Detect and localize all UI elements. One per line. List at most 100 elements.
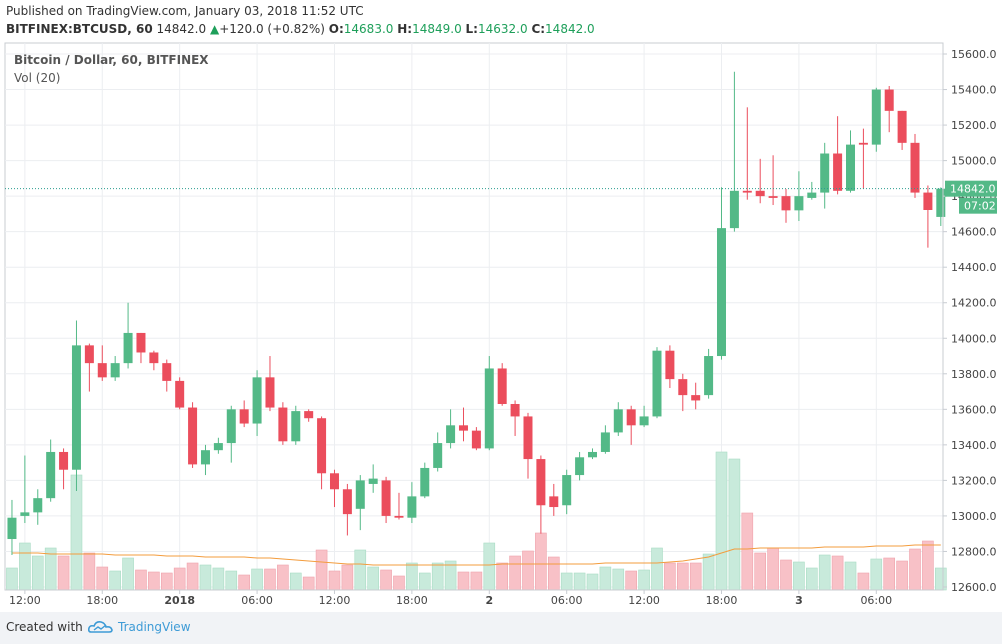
candle-body [458,425,468,431]
candle-body [317,418,327,474]
volume-bar [225,570,238,591]
candle-body [768,196,778,198]
volume-bar [664,562,676,591]
volume-bar [547,556,560,591]
brand[interactable]: TradingView [118,620,191,634]
candle-body [858,142,868,145]
last-price-box [945,180,997,197]
x-tick-label: 18:00 [706,594,738,607]
candle-body [162,363,172,381]
volume-bar [393,575,405,591]
volume-bar [96,566,109,591]
volume-bar [780,559,792,591]
y-tick-label: 12600.0 [951,581,997,594]
volume-bar [406,562,418,591]
volume-bar [612,568,625,591]
x-tick-label: 06:00 [860,594,892,607]
candle-body [923,192,933,210]
candle-body [846,144,856,191]
last-price-label: 14842.0 [950,183,996,196]
candle-body [46,451,56,499]
volume-bar [741,512,754,591]
x-tick-label: 3 [795,594,803,607]
candle-body [600,432,610,452]
candle-body [278,407,288,442]
created-with: Created with [6,620,83,634]
candle-body [755,190,765,197]
candle-body [329,473,339,490]
volume-bar [135,569,147,591]
y-tick-label: 15600.0 [951,48,997,61]
volume-bar [715,451,728,591]
y-tick-label: 13600.0 [951,403,997,416]
volume-bar [483,542,496,591]
candle-body [484,368,494,449]
y-tick-label: 15000.0 [951,155,997,168]
volume-bar [264,568,276,591]
countdown-label: 07:02 [964,200,996,213]
x-tick-label: 2 [485,594,493,607]
volume-bar [186,562,199,591]
candle-body [523,416,533,460]
volume-bar [238,574,250,591]
candle-body [123,332,133,364]
volume-bar [689,562,702,591]
x-tick-label: 18:00 [86,594,118,607]
candle-body [433,443,443,468]
volume-legend: Vol (20) [14,71,60,85]
volume-bar [57,555,70,591]
volume-bar [83,552,96,591]
volume-bar [754,552,766,591]
volume-bar [341,564,354,591]
volume-bar [31,555,44,591]
volume-bar [251,568,263,591]
candle-body [833,153,843,191]
volume-bar [767,547,779,591]
volume-bar [70,474,83,591]
x-tick-label: 06:00 [551,594,583,607]
countdown-box [959,197,997,214]
candle-body [652,350,662,417]
volume-bar [728,458,741,591]
low-label: L: [465,22,478,36]
volume-bar [831,555,844,591]
candle-body [252,377,262,424]
candle-body [936,188,946,217]
volume-bar [509,555,521,591]
volume-bar [122,557,134,591]
brand-logo [88,621,113,633]
last-price: 14842.0 [156,22,207,36]
candle-body [549,496,559,508]
candle-body [497,368,507,404]
y-tick-label: 14600.0 [951,226,997,239]
symbol: BITFINEX:BTCUSD, 60 [6,22,153,36]
candle-body [381,480,391,516]
volume-bar [367,566,379,591]
volume-bar [199,564,212,591]
volume-bar [160,572,173,591]
candle-body [226,409,236,444]
volume-bar [6,567,18,591]
candle-body [897,110,907,143]
candle-body [239,409,249,424]
volume-bar [625,570,637,591]
candle-body [304,411,314,419]
x-tick-label: 2018 [164,594,195,607]
x-tick-label: 12:00 [628,594,660,607]
volume-bar [148,571,160,591]
volume-bar [586,573,599,591]
candle-body [716,228,726,357]
candle-body [536,459,546,506]
candle-body [394,515,404,518]
candle-body [291,411,301,442]
volume-bar [535,532,547,591]
high-label: H: [397,22,413,36]
volume-bar [496,562,508,591]
chart: Bitcoin / Dollar, 60, BITFINEX Vol (20) … [4,42,997,607]
candle-body [84,345,94,364]
candle-body [149,352,159,364]
candle-body [871,89,881,145]
volume-bar [354,549,367,591]
volume-bar [638,569,650,591]
